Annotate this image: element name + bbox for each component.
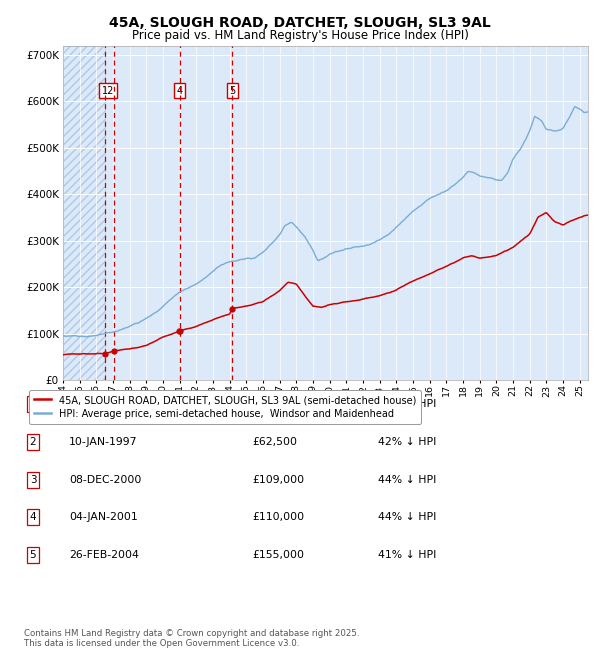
Text: 5: 5 (229, 86, 235, 96)
Text: £57,000: £57,000 (252, 399, 297, 410)
Text: 26-FEB-2004: 26-FEB-2004 (69, 550, 139, 560)
Text: 1: 1 (29, 399, 37, 410)
Text: 4: 4 (177, 86, 183, 96)
Text: Price paid vs. HM Land Registry's House Price Index (HPI): Price paid vs. HM Land Registry's House … (131, 29, 469, 42)
Text: 44% ↓ HPI: 44% ↓ HPI (378, 512, 436, 523)
Text: 2: 2 (29, 437, 37, 447)
Text: £62,500: £62,500 (252, 437, 297, 447)
Text: £110,000: £110,000 (252, 512, 304, 523)
Text: 45A, SLOUGH ROAD, DATCHET, SLOUGH, SL3 9AL: 45A, SLOUGH ROAD, DATCHET, SLOUGH, SL3 9… (109, 16, 491, 31)
Text: 5: 5 (29, 550, 37, 560)
Text: 44% ↓ HPI: 44% ↓ HPI (378, 474, 436, 485)
Text: 12-JUL-1996: 12-JUL-1996 (69, 399, 136, 410)
Text: 41% ↓ HPI: 41% ↓ HPI (378, 550, 436, 560)
Text: 43% ↓ HPI: 43% ↓ HPI (378, 399, 436, 410)
Text: 12: 12 (102, 86, 114, 96)
Text: 3: 3 (29, 474, 37, 485)
Text: 08-DEC-2000: 08-DEC-2000 (69, 474, 142, 485)
Text: 42% ↓ HPI: 42% ↓ HPI (378, 437, 436, 447)
Text: 04-JAN-2001: 04-JAN-2001 (69, 512, 138, 523)
Bar (63, 46, 105, 380)
Text: £109,000: £109,000 (252, 474, 304, 485)
Text: £155,000: £155,000 (252, 550, 304, 560)
Legend: 45A, SLOUGH ROAD, DATCHET, SLOUGH, SL3 9AL (semi-detached house), HPI: Average p: 45A, SLOUGH ROAD, DATCHET, SLOUGH, SL3 9… (29, 390, 421, 424)
Text: Contains HM Land Registry data © Crown copyright and database right 2025.
This d: Contains HM Land Registry data © Crown c… (24, 629, 359, 648)
Text: 10-JAN-1997: 10-JAN-1997 (69, 437, 137, 447)
Text: 4: 4 (29, 512, 37, 523)
